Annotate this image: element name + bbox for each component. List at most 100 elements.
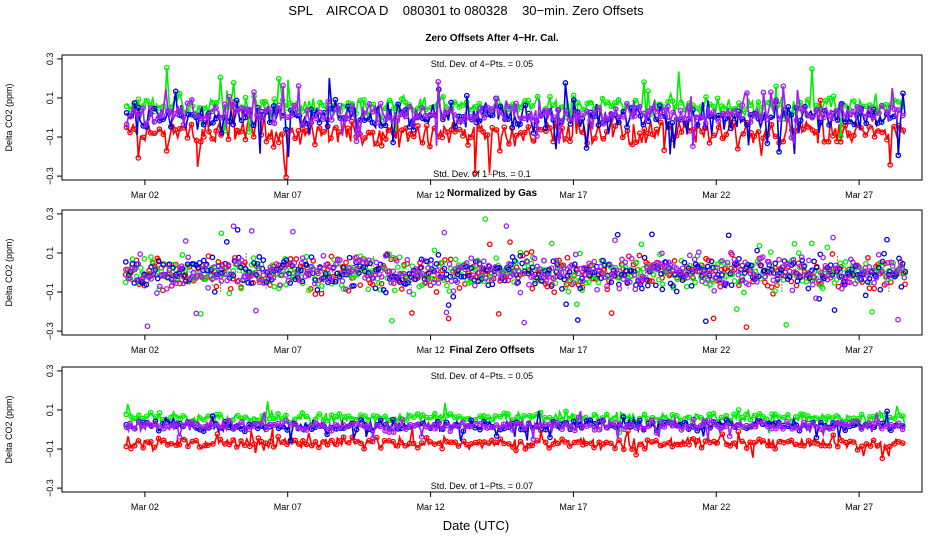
data-point-purple	[763, 116, 770, 123]
data-point-red	[205, 442, 211, 449]
data-point-purple	[895, 316, 901, 323]
data-point-green	[401, 263, 408, 270]
data-point-red	[891, 123, 897, 130]
data-point-purple	[752, 423, 759, 430]
data-point-purple	[360, 259, 367, 266]
data-point-blue	[238, 264, 244, 271]
data-point-purple	[691, 256, 698, 263]
annotation-std-dev-1pts: Std. Dev. of 1−Pts. = 0.1	[433, 169, 530, 179]
data-point-purple	[809, 114, 816, 121]
data-point-green	[858, 411, 865, 418]
data-point-blue	[433, 261, 440, 267]
data-point-purple	[386, 272, 392, 279]
data-point-green	[336, 411, 343, 417]
data-point-green	[376, 280, 382, 286]
data-point-green	[271, 96, 278, 102]
data-point-purple	[380, 264, 386, 271]
data-point-blue	[505, 266, 512, 273]
data-point-purple	[858, 107, 865, 114]
data-point-purple	[875, 419, 882, 426]
data-point-green	[395, 264, 401, 271]
data-point-purple	[624, 100, 630, 107]
data-point-green	[692, 279, 699, 286]
data-point-purple	[622, 259, 629, 266]
data-point-purple	[366, 101, 373, 107]
data-point-purple	[525, 421, 532, 428]
data-point-blue	[160, 261, 167, 268]
data-point-red	[444, 129, 450, 135]
data-point-blue	[628, 268, 635, 274]
x-tick-label: Mar 12	[417, 345, 445, 355]
data-point-blue	[631, 268, 637, 275]
data-point-blue	[332, 96, 339, 103]
data-point-red	[717, 283, 724, 290]
data-point-green	[246, 129, 253, 135]
data-point-purple	[813, 295, 819, 302]
data-point-purple	[388, 279, 394, 286]
data-point-blue	[896, 255, 902, 262]
data-point-blue	[776, 148, 782, 155]
data-point-blue	[579, 275, 585, 282]
data-point-blue	[888, 427, 894, 434]
data-point-purple	[708, 268, 715, 275]
data-point-red	[734, 145, 741, 152]
data-point-purple	[132, 425, 138, 432]
data-point-purple	[440, 113, 446, 120]
data-point-purple	[308, 263, 315, 270]
x-tick-label: Mar 27	[845, 502, 873, 512]
data-point-red	[780, 138, 787, 145]
data-point-red	[455, 443, 462, 449]
data-point-green	[287, 267, 294, 274]
data-point-purple	[608, 110, 614, 117]
data-point-blue	[702, 318, 709, 325]
data-point-purple	[661, 263, 668, 270]
data-point-red	[735, 428, 742, 435]
data-point-green	[316, 411, 323, 417]
data-point-red	[292, 135, 298, 142]
data-point-purple	[563, 273, 570, 280]
data-point-red	[284, 441, 290, 448]
data-point-red	[830, 432, 837, 439]
data-point-purple	[550, 114, 557, 120]
data-point-red	[423, 122, 430, 129]
data-point-red	[551, 289, 558, 296]
y-tick-label: 0.1	[45, 247, 55, 260]
data-point-purple	[480, 258, 487, 265]
data-point-purple	[264, 272, 271, 279]
data-point-purple	[628, 421, 635, 428]
data-point-blue	[245, 279, 251, 286]
data-point-green	[123, 103, 130, 110]
data-point-blue	[657, 103, 663, 109]
y-tick-label: −0.1	[45, 440, 55, 458]
data-point-purple	[215, 270, 221, 277]
data-point-purple	[463, 260, 470, 266]
data-point-purple	[869, 267, 875, 274]
data-point-red	[213, 283, 220, 290]
data-point-purple	[152, 421, 158, 428]
data-point-purple	[658, 418, 664, 425]
data-point-purple	[213, 105, 219, 111]
data-point-purple	[348, 268, 355, 275]
data-point-purple	[319, 276, 325, 283]
data-point-blue	[155, 258, 162, 265]
data-point-green	[772, 288, 778, 294]
data-point-blue	[550, 258, 557, 265]
data-point-green	[850, 98, 857, 104]
x-axis-label: Date (UTC)	[443, 518, 509, 533]
data-point-purple	[596, 104, 602, 111]
data-point-purple	[536, 266, 543, 272]
data-point-green	[517, 249, 524, 256]
data-point-green	[869, 309, 875, 315]
data-point-red	[669, 443, 676, 450]
data-point-purple	[850, 108, 856, 115]
data-point-red	[472, 170, 478, 176]
data-point-purple	[133, 277, 140, 284]
data-point-blue	[600, 257, 606, 264]
data-point-purple	[616, 421, 623, 427]
data-point-purple	[399, 416, 406, 423]
data-point-red	[641, 445, 648, 452]
data-point-purple	[833, 108, 840, 115]
data-point-green	[123, 411, 130, 418]
data-point-green	[641, 411, 648, 418]
x-tick-label: Mar 27	[845, 345, 873, 355]
